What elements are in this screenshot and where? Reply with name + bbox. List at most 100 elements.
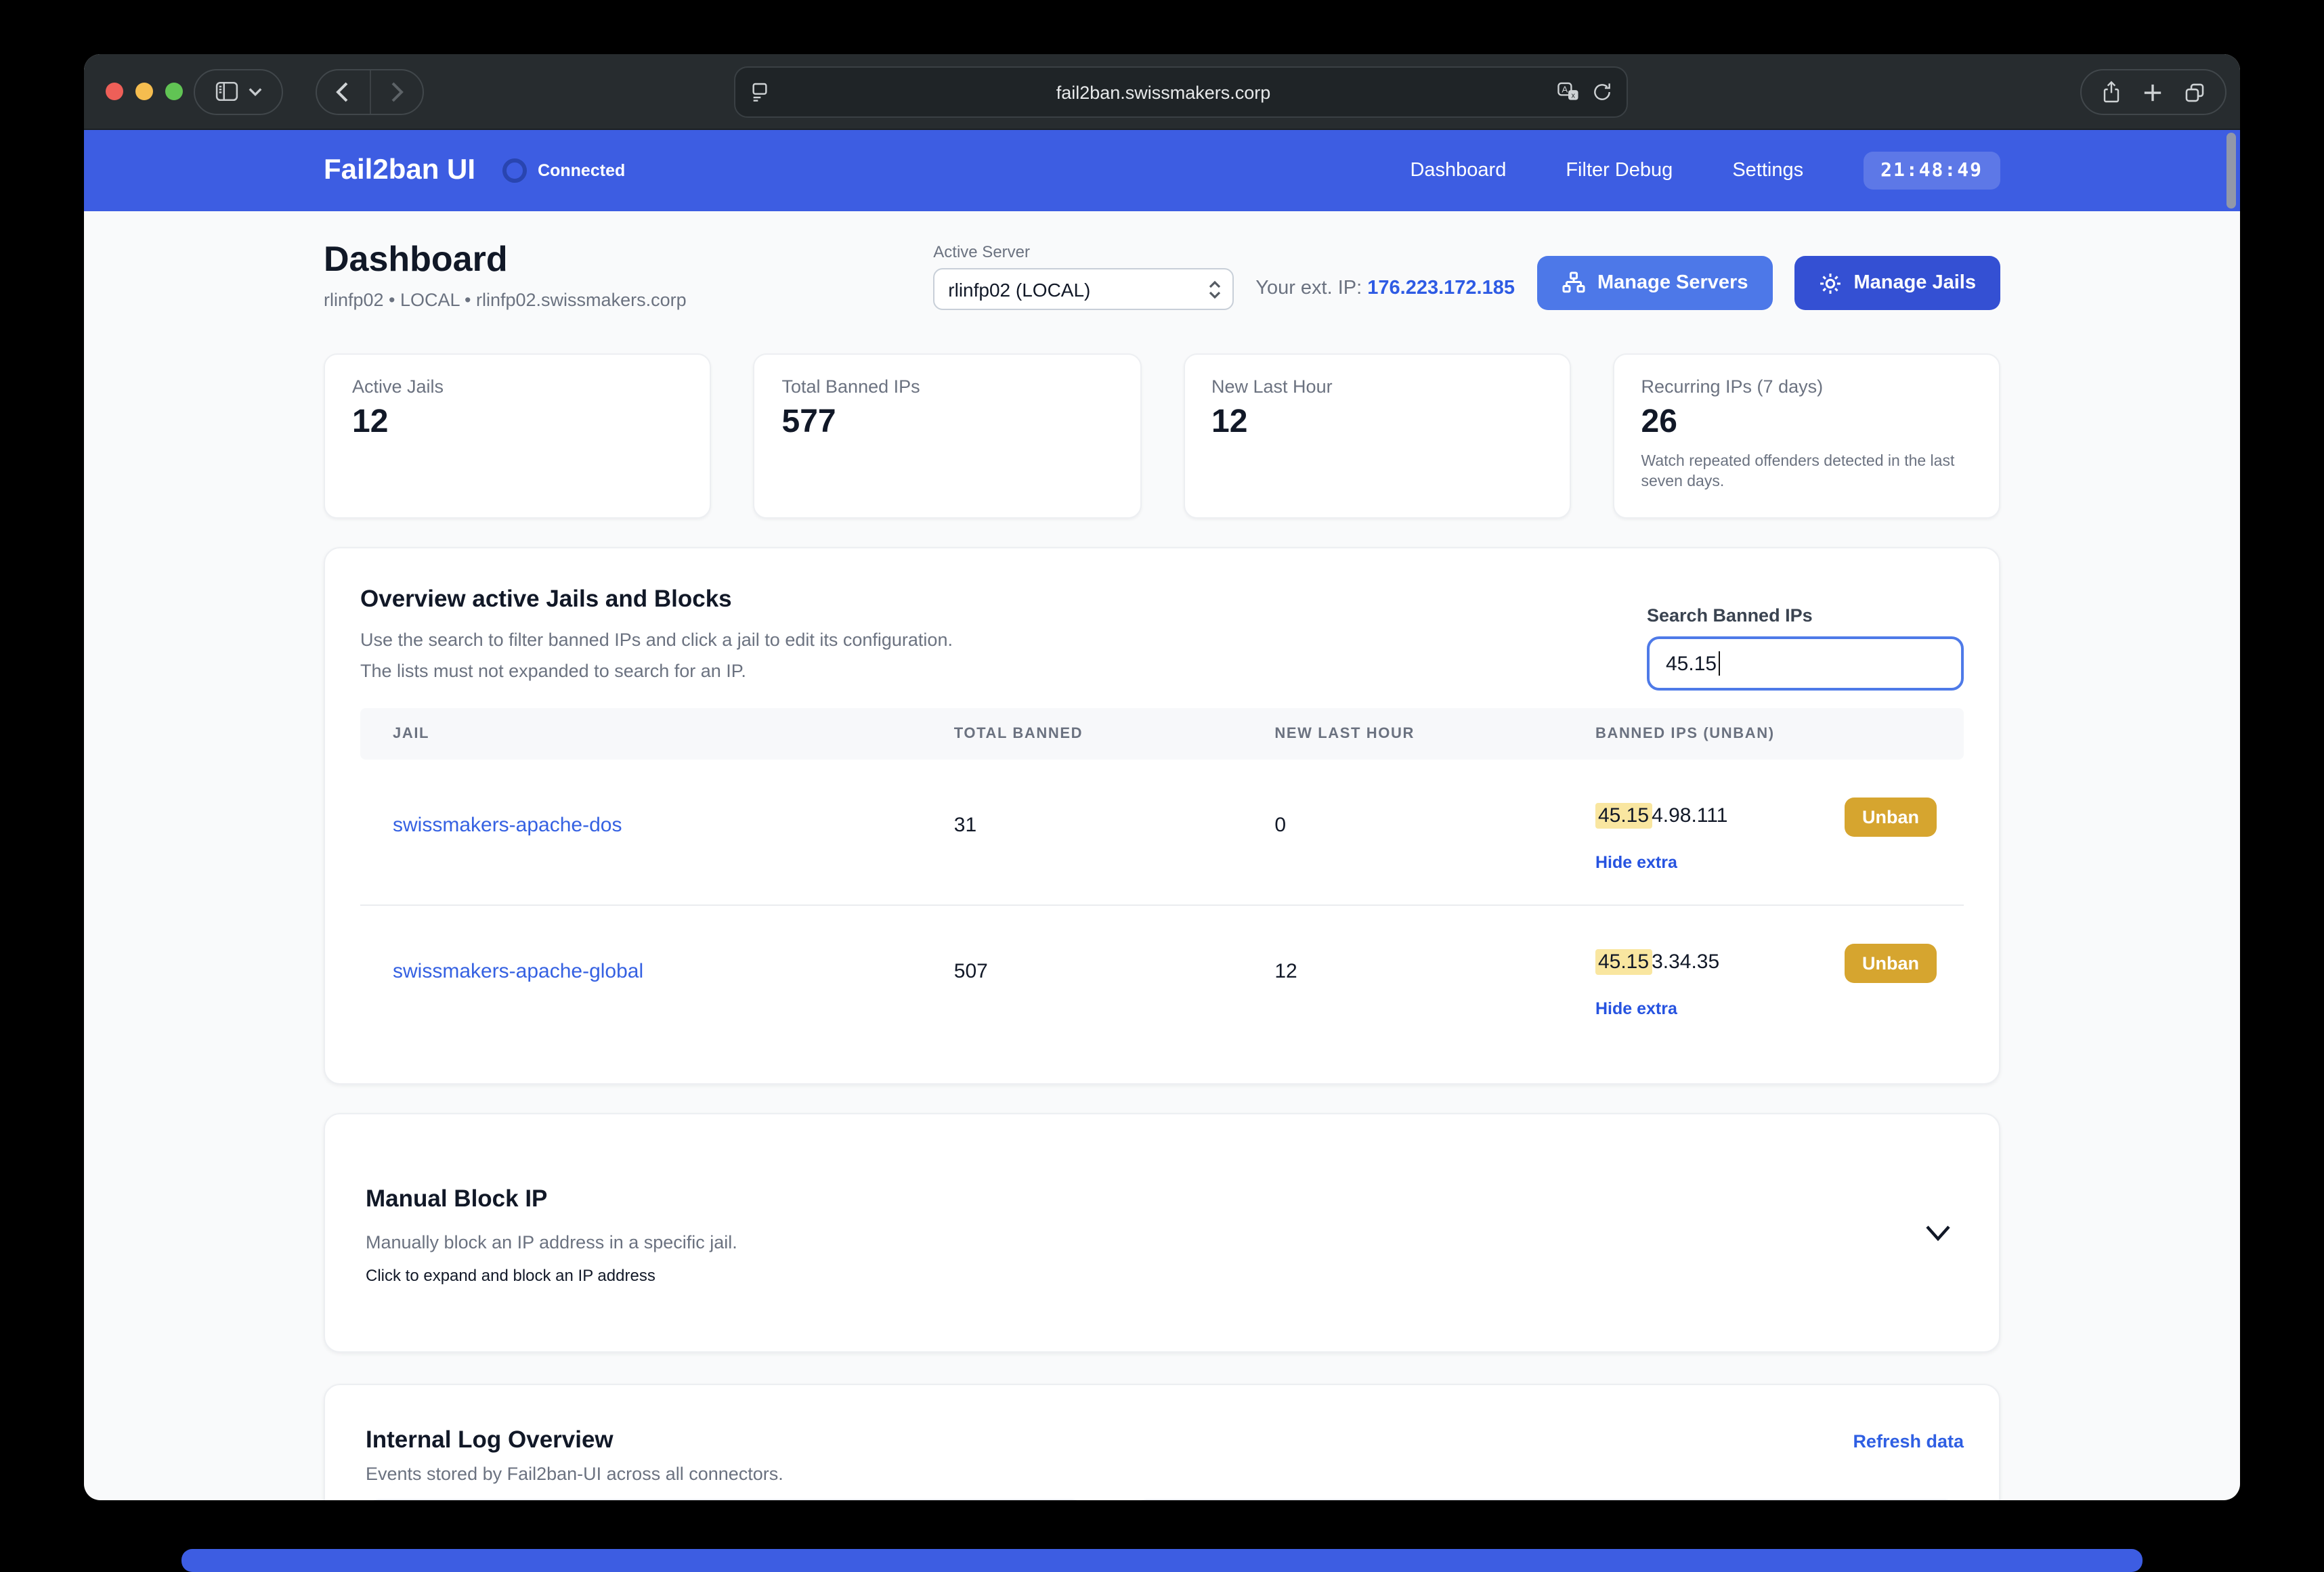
- page-subtitle: rlinfp02 • LOCAL • rlinfp02.swissmakers.…: [324, 290, 687, 310]
- stat-card-recurring-ips: Recurring IPs (7 days) 26 Watch repeated…: [1612, 353, 2000, 519]
- app-navbar: Fail2ban UI Connected Dashboard Filter D…: [84, 130, 2240, 211]
- connection-status: Connected: [502, 158, 625, 183]
- manage-servers-button[interactable]: Manage Servers: [1536, 256, 1773, 310]
- close-window-button[interactable]: [106, 83, 123, 100]
- stat-value: 12: [1211, 403, 1248, 440]
- manual-block-card[interactable]: Manual Block IP Manually block an IP add…: [324, 1113, 2000, 1353]
- zoom-window-button[interactable]: [165, 83, 183, 100]
- new-last-hour-value: 12: [1274, 960, 1297, 983]
- search-value: 45.15: [1666, 652, 1717, 675]
- table-header: JAIL TOTAL BANNED NEW LAST HOUR BANNED I…: [360, 708, 1964, 760]
- svg-text:x: x: [1572, 91, 1576, 100]
- stat-label: Recurring IPs (7 days): [1641, 376, 1824, 397]
- external-ip-value: 176.223.172.185: [1367, 278, 1515, 299]
- share-icon[interactable]: [2100, 80, 2122, 104]
- background-window-strip: [181, 1549, 2143, 1572]
- total-banned-value: 507: [953, 960, 988, 983]
- internal-log-card: Internal Log Overview Refresh data Event…: [324, 1384, 2000, 1500]
- new-last-hour-value: 0: [1274, 814, 1287, 837]
- reload-icon[interactable]: [1591, 81, 1613, 103]
- table-row: swissmakers-apache-dos 31 0 45.15 4.98.11…: [360, 760, 1964, 906]
- jail-link[interactable]: swissmakers-apache-dos: [393, 814, 622, 837]
- clock-badge: 21:48:49: [1863, 152, 2000, 190]
- external-ip-label: Your ext. IP:: [1255, 278, 1362, 299]
- banned-ip: 45.15 4.98.111: [1595, 798, 1728, 829]
- manage-jails-button[interactable]: Manage Jails: [1794, 256, 2000, 310]
- ip-match-highlight: 45.15: [1595, 803, 1652, 829]
- chevron-down-icon: [247, 86, 262, 97]
- refresh-data-link[interactable]: Refresh data: [1853, 1431, 1964, 1451]
- banned-ip: 45.15 3.34.35: [1595, 944, 1720, 975]
- tab-overview-icon[interactable]: [2184, 81, 2207, 104]
- stats-row: Active Jails 12 Total Banned IPs 577 New…: [324, 353, 2000, 519]
- address-bar[interactable]: fail2ban.swissmakers.corp A x: [734, 66, 1628, 118]
- col-jail: JAIL: [393, 726, 430, 742]
- external-ip: Your ext. IP: 176.223.172.185: [1255, 278, 1515, 299]
- page-title: Dashboard: [324, 238, 508, 279]
- col-banned-ips: BANNED IPS (UNBAN): [1595, 726, 1775, 742]
- new-tab-icon[interactable]: [2143, 82, 2163, 102]
- nav-link-dashboard[interactable]: Dashboard: [1410, 160, 1507, 181]
- col-new-last-hour: NEW LAST HOUR: [1274, 726, 1415, 742]
- jail-link[interactable]: swissmakers-apache-global: [393, 960, 644, 983]
- manual-block-title: Manual Block IP: [366, 1185, 548, 1212]
- jails-table: JAIL TOTAL BANNED NEW LAST HOUR BANNED I…: [360, 708, 1964, 1051]
- overview-desc-1: Use the search to filter banned IPs and …: [360, 630, 953, 650]
- reader-icon[interactable]: [749, 81, 771, 103]
- select-updown-icon: [1208, 278, 1222, 300]
- log-filter-left[interactable]: [366, 1499, 1085, 1500]
- ip-rest: 3.34.35: [1652, 951, 1720, 974]
- col-total-banned: TOTAL BANNED: [953, 726, 1083, 742]
- scrollbar-thumb[interactable]: [2226, 133, 2236, 209]
- nav-link-filter-debug[interactable]: Filter Debug: [1566, 160, 1673, 181]
- svg-text:A: A: [1562, 85, 1568, 95]
- active-server-value: rlinfp02 (LOCAL): [948, 278, 1091, 300]
- stat-value: 12: [352, 403, 389, 440]
- sidebar-toggle-button[interactable]: [194, 68, 283, 114]
- traffic-lights: [106, 83, 183, 100]
- ip-rest: 4.98.111: [1652, 804, 1728, 827]
- active-server-select[interactable]: rlinfp02 (LOCAL): [933, 268, 1234, 310]
- app-brand: Fail2ban UI: [324, 154, 476, 185]
- stat-label: New Last Hour: [1211, 376, 1333, 397]
- search-label: Search Banned IPs: [1647, 605, 1813, 626]
- hide-extra-link[interactable]: Hide extra: [1595, 999, 1677, 1018]
- history-nav: [316, 68, 424, 114]
- url-text[interactable]: fail2ban.swissmakers.corp: [1056, 82, 1271, 102]
- translate-icon[interactable]: A x: [1556, 81, 1580, 103]
- table-row: swissmakers-apache-global 507 12 45.15 3.…: [360, 906, 1964, 1051]
- total-banned-value: 31: [953, 814, 977, 837]
- expand-chevron-icon[interactable]: [1923, 1223, 1953, 1244]
- forward-button[interactable]: [369, 70, 423, 113]
- manual-block-hint: Click to expand and block an IP address: [366, 1266, 655, 1285]
- minimize-window-button[interactable]: [135, 83, 153, 100]
- stat-card-total-banned: Total Banned IPs 577: [753, 353, 1141, 519]
- stat-value: 26: [1641, 403, 1677, 440]
- ip-match-highlight: 45.15: [1595, 949, 1652, 975]
- nav-link-settings[interactable]: Settings: [1732, 160, 1804, 181]
- page-content: Dashboard rlinfp02 • LOCAL • rlinfp02.sw…: [84, 211, 2240, 1500]
- sidebar-icon: [215, 81, 238, 102]
- active-server-label: Active Server: [933, 242, 1030, 261]
- back-button[interactable]: [317, 70, 369, 113]
- stat-card-new-last-hour: New Last Hour 12: [1183, 353, 1571, 519]
- stat-label: Active Jails: [352, 376, 444, 397]
- overview-card: Overview active Jails and Blocks Use the…: [324, 547, 2000, 1085]
- search-input[interactable]: 45.15: [1647, 636, 1964, 691]
- stat-value: 577: [781, 403, 836, 440]
- stat-label: Total Banned IPs: [781, 376, 920, 397]
- gear-icon: [1818, 271, 1841, 294]
- unban-button[interactable]: Unban: [1844, 944, 1937, 983]
- log-desc: Events stored by Fail2ban-UI across all …: [366, 1464, 783, 1484]
- manage-servers-label: Manage Servers: [1597, 272, 1748, 294]
- browser-titlebar: fail2ban.swissmakers.corp A x: [84, 54, 2240, 130]
- sitemap-icon: [1561, 271, 1585, 295]
- browser-window: fail2ban.swissmakers.corp A x: [84, 54, 2240, 1500]
- status-ring-icon: [502, 158, 528, 183]
- log-filter-right[interactable]: [1134, 1499, 1958, 1500]
- toolbar-actions: [2080, 69, 2226, 115]
- overview-title: Overview active Jails and Blocks: [360, 585, 732, 612]
- unban-button[interactable]: Unban: [1844, 798, 1937, 837]
- hide-extra-link[interactable]: Hide extra: [1595, 853, 1677, 872]
